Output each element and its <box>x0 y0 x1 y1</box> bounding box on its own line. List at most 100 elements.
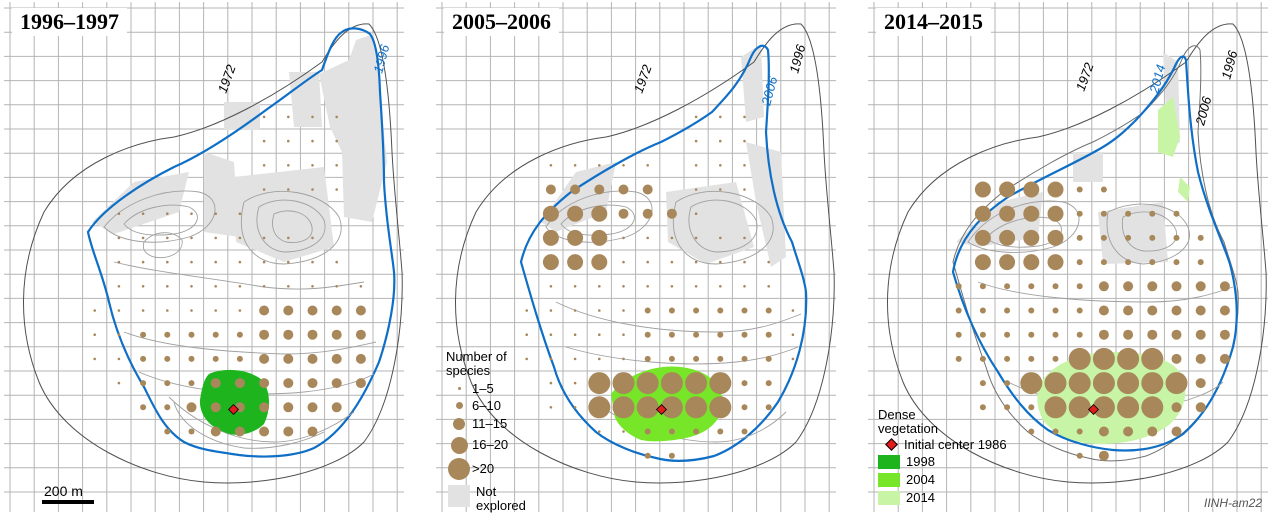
species-dot <box>622 333 625 337</box>
species-dot <box>598 357 601 361</box>
species-dot <box>1123 305 1134 316</box>
species-dot <box>974 254 991 271</box>
species-dot <box>355 305 366 316</box>
species-dot <box>545 184 556 195</box>
species-dot <box>694 139 698 143</box>
species-dot <box>1020 372 1043 395</box>
species-dot <box>567 229 584 246</box>
species-dot <box>1028 428 1035 435</box>
species-dot <box>311 260 314 264</box>
swatch-2004 <box>878 473 900 487</box>
species-dot <box>1076 259 1083 266</box>
species-dot <box>549 357 553 361</box>
species-dot <box>140 404 147 411</box>
species-dot <box>644 307 651 314</box>
species-dot <box>259 426 270 437</box>
species-dot <box>307 329 318 340</box>
species-dot <box>1149 259 1156 266</box>
species-dot <box>1173 234 1180 241</box>
species-dot <box>117 357 121 361</box>
species-dot <box>622 260 625 264</box>
species-dot <box>1195 353 1206 364</box>
species-dot <box>236 331 243 338</box>
species-dot <box>767 260 770 264</box>
species-dot <box>311 236 314 240</box>
not-explored-label: Not <box>476 484 497 499</box>
species-dot <box>955 307 962 314</box>
species-dot <box>666 208 677 219</box>
species-dot <box>668 307 675 314</box>
outline-1972 <box>455 23 835 484</box>
species-dot <box>164 404 171 411</box>
species-dot <box>1195 329 1206 340</box>
dense-vegetation-1998 <box>199 369 269 435</box>
species-dot <box>549 309 553 312</box>
species-dot <box>1149 234 1156 241</box>
dot-size-5 <box>448 458 470 480</box>
vegetation-legend-title-2: vegetation <box>878 421 938 436</box>
species-dot <box>117 381 121 385</box>
dot-size-4 <box>450 436 468 454</box>
species-dot <box>262 285 266 288</box>
species-dot <box>1195 402 1206 413</box>
species-dot <box>979 307 986 314</box>
species-dot <box>141 309 145 312</box>
species-dot <box>598 309 601 312</box>
species-dot <box>287 188 290 191</box>
species-dot <box>141 260 145 264</box>
species-dot <box>549 285 553 288</box>
panel-title: 1996–1997 <box>12 8 127 36</box>
legend-class-5-label: >20 <box>472 461 495 476</box>
species-dot <box>542 229 559 246</box>
species-dot <box>622 430 625 433</box>
species-dot <box>668 355 675 362</box>
dot-size-2 <box>455 402 463 409</box>
species-dot <box>979 355 986 362</box>
species-dot <box>588 396 611 419</box>
species-dot <box>743 139 746 143</box>
species-dot <box>1219 329 1230 340</box>
species-dot <box>166 309 169 312</box>
contour-label-1972: 1972 <box>1073 60 1097 93</box>
species-dot <box>542 254 559 271</box>
legend-class-4-label: 16–20 <box>472 437 509 452</box>
vegetation-legend-title: Dense <box>878 407 916 422</box>
species-dot <box>1125 210 1132 217</box>
species-dot <box>1100 259 1107 266</box>
species-dot <box>1219 281 1230 292</box>
species-dot <box>262 139 266 143</box>
not-explored-label-2: explored <box>476 498 526 513</box>
species-dot <box>622 164 625 167</box>
species-dot <box>974 181 991 198</box>
not-explored-swatch <box>448 485 470 507</box>
species-dot <box>693 428 700 435</box>
contour-label-1996: 1996 <box>1218 48 1240 81</box>
species-dot <box>355 353 366 364</box>
species-dot <box>622 285 625 288</box>
map-panel-2014-2015: 1972 2014 2006 1996 IINH-am22 2014–2015 … <box>868 2 1268 512</box>
species-dot <box>567 205 584 222</box>
species-dot <box>636 396 659 419</box>
species-dot <box>591 254 608 271</box>
species-dot <box>166 236 169 240</box>
species-dot <box>307 353 318 364</box>
species-dot <box>999 229 1016 246</box>
species-dot <box>1052 283 1059 290</box>
species-dot <box>1044 372 1067 395</box>
species-dot <box>188 355 195 362</box>
species-dot <box>1195 305 1206 316</box>
species-dot <box>525 309 528 312</box>
species-legend: Number of species 1–5 6–10 11–15 16–20 >… <box>446 350 526 517</box>
species-dot <box>1023 181 1040 198</box>
species-dot <box>955 331 962 338</box>
legend-class-2: 6–10 <box>446 397 526 414</box>
species-dot <box>598 430 601 433</box>
species-dot <box>693 331 700 338</box>
outline-current <box>86 27 396 458</box>
species-dot <box>262 115 266 119</box>
species-dot <box>765 404 772 411</box>
species-dot <box>1171 353 1182 364</box>
species-dot <box>1117 372 1140 395</box>
species-dot <box>190 212 193 215</box>
species-dot <box>1125 234 1132 241</box>
